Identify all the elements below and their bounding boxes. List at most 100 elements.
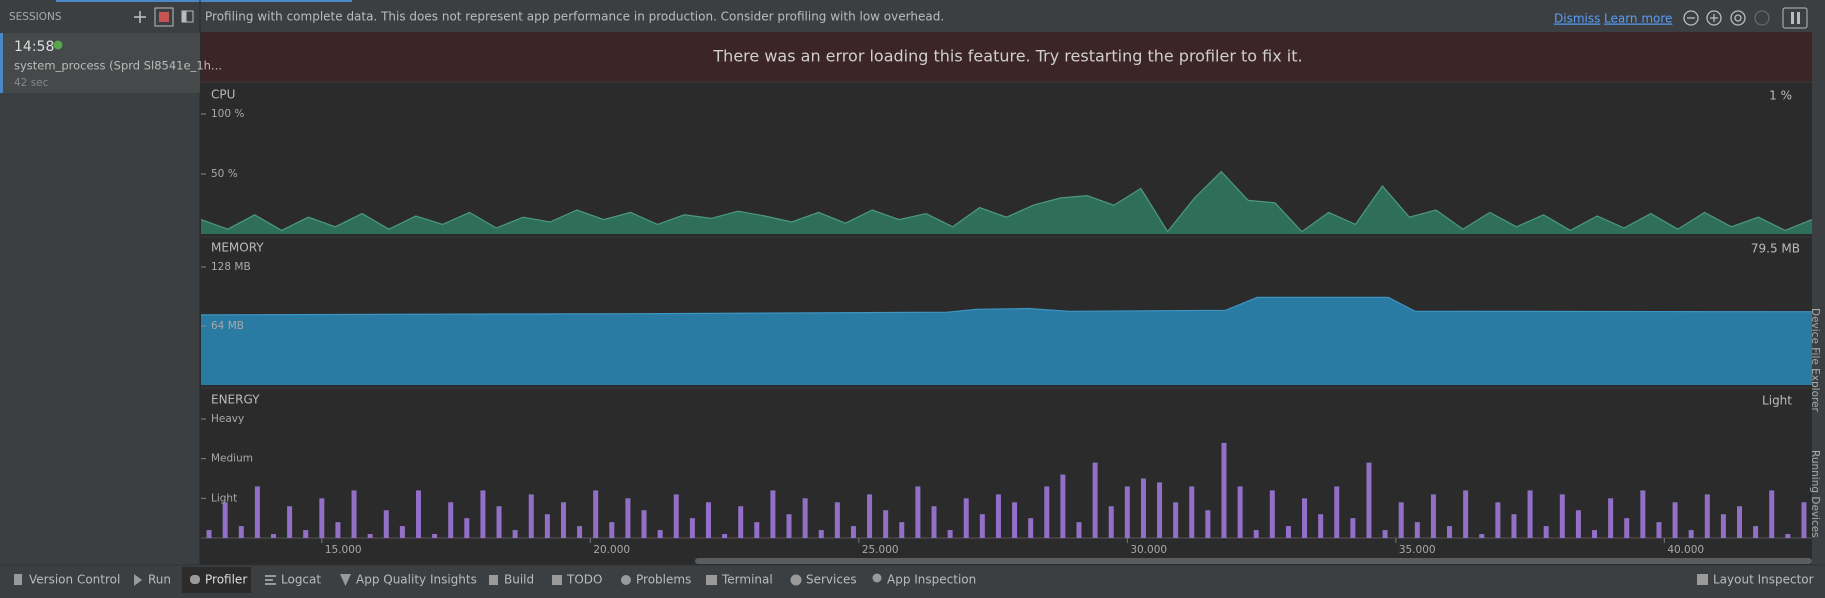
session-time: 14:58: [14, 39, 54, 55]
bar: [754, 522, 760, 538]
tab-indicator: [56, 0, 352, 2]
bar: [1237, 486, 1243, 538]
bar: [641, 510, 647, 538]
bar: [1221, 442, 1227, 538]
bar: [1012, 502, 1018, 538]
bar: [1430, 494, 1436, 538]
bar: [963, 498, 969, 538]
bar: [1140, 478, 1146, 538]
bar: [367, 534, 373, 538]
tool-window-icons: [14, 573, 1708, 586]
session-selected-bar: [0, 33, 3, 93]
bar: [1527, 490, 1533, 538]
bar: [528, 494, 534, 538]
session-process: system_process (Sprd Sl8541e_1h...: [14, 59, 222, 73]
bar: [1624, 518, 1630, 538]
bar: [1124, 486, 1130, 538]
bar: [238, 526, 244, 538]
bar: [1302, 498, 1308, 538]
bar: [1285, 526, 1291, 538]
bar: [1720, 514, 1726, 538]
bar: [738, 506, 744, 538]
y-tick-label: 64 MB: [211, 320, 244, 332]
energy-current: Light: [1762, 394, 1792, 408]
bar: [1028, 518, 1034, 538]
bar: [335, 522, 341, 538]
bar: [1157, 482, 1163, 538]
tool-window-tab[interactable]: App Quality Insights: [356, 573, 477, 587]
tool-window-tab[interactable]: App Inspection: [887, 573, 976, 587]
y-tick-label: Heavy: [211, 413, 244, 425]
bar: [383, 510, 389, 538]
top-toolbar: [0, 0, 1825, 32]
bar: [1801, 502, 1807, 538]
tool-window-tab[interactable]: Profiler: [205, 573, 247, 587]
bar: [786, 514, 792, 538]
bar: [1769, 490, 1775, 538]
bar: [1366, 462, 1372, 538]
bar: [577, 526, 583, 538]
bar: [1447, 526, 1453, 538]
x-tick-label: 40.000: [1667, 544, 1704, 556]
stop-button[interactable]: [154, 7, 174, 27]
bar: [1253, 530, 1259, 538]
x-tick-label: 35.000: [1399, 544, 1436, 556]
bar: [1205, 510, 1211, 538]
tool-window-tab[interactable]: Problems: [636, 573, 691, 587]
bar: [254, 486, 260, 538]
cpu-current: 1 %: [1769, 89, 1792, 103]
sessions-panel: [0, 32, 200, 565]
bar: [1640, 490, 1646, 538]
side-tab[interactable]: Running Devices: [1809, 450, 1821, 538]
bar: [689, 518, 695, 538]
session-duration: 42 sec: [14, 77, 49, 89]
bar: [464, 518, 470, 538]
bar: [1559, 494, 1565, 538]
tool-window-tab[interactable]: Services: [806, 573, 857, 587]
bar: [1543, 526, 1549, 538]
bar: [319, 498, 325, 538]
side-strip: [1812, 32, 1825, 565]
session-item[interactable]: [0, 33, 200, 93]
bar: [1173, 502, 1179, 538]
scrollbar[interactable]: [695, 558, 1812, 564]
bar: [1414, 522, 1420, 538]
bar: [802, 498, 808, 538]
bar: [1189, 486, 1195, 538]
bar: [995, 494, 1001, 538]
pause-button[interactable]: [1782, 7, 1808, 29]
dismiss-link[interactable]: Dismiss: [1554, 12, 1600, 26]
bar: [1656, 522, 1662, 538]
y-tick-label: Medium: [211, 453, 253, 465]
area-fill: [201, 297, 1812, 385]
bar: [593, 490, 599, 538]
bar: [1511, 514, 1517, 538]
bar: [625, 498, 631, 538]
bar: [931, 506, 937, 538]
bar: [1092, 462, 1098, 538]
tool-window-tab[interactable]: Layout Inspector: [1713, 573, 1814, 587]
bar: [1350, 518, 1356, 538]
error-banner: [201, 32, 1812, 82]
bar: [351, 490, 357, 538]
tool-window-tab[interactable]: Run: [148, 573, 171, 587]
bar: [722, 534, 728, 538]
zoom-controls[interactable]: [1683, 10, 1770, 26]
add-session-icon[interactable]: [134, 11, 146, 23]
area-line: [200, 170, 1813, 233]
tool-window-tab[interactable]: Logcat: [281, 573, 321, 587]
bar: [303, 530, 309, 538]
tool-window-tab[interactable]: TODO: [566, 573, 602, 587]
learn-more-link[interactable]: Learn more: [1604, 12, 1672, 26]
bar: [899, 522, 905, 538]
panel-toggle[interactable]: [181, 10, 194, 23]
bar: [1737, 506, 1743, 538]
bar: [979, 514, 985, 538]
tool-window-tab[interactable]: Terminal: [721, 573, 773, 587]
tool-window-tab[interactable]: Build: [504, 573, 534, 587]
bar: [480, 490, 486, 538]
tool-window-tab[interactable]: Version Control: [29, 573, 120, 587]
bar: [770, 490, 776, 538]
